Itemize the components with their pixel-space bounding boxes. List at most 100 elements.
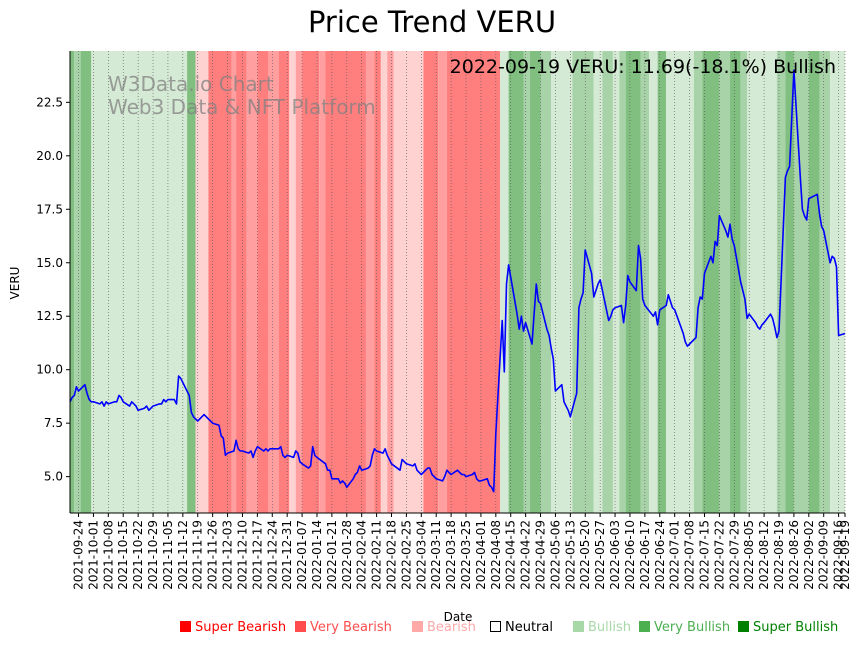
x-tick-label: 2022-07-15 xyxy=(697,520,711,590)
legend-swatch xyxy=(412,621,423,632)
y-tick-label: 12.5 xyxy=(36,309,63,323)
y-tick-label: 20.0 xyxy=(36,149,63,163)
sentiment-band-super-bullish xyxy=(70,51,75,513)
x-tick-label: 2022-06-24 xyxy=(653,520,667,590)
sentiment-band-super-bullish xyxy=(785,51,794,513)
legend-label: Very Bearish xyxy=(310,620,392,635)
x-tick-label: 2022-01-28 xyxy=(340,520,354,590)
sentiment-band-very-bearish xyxy=(438,51,447,513)
x-tick-label: 2022-03-04 xyxy=(414,520,428,590)
x-tick-label: 2021-11-12 xyxy=(176,520,190,590)
sentiment-band-super-bearish xyxy=(236,51,247,513)
x-tick-label: 2022-05-13 xyxy=(563,520,577,590)
x-tick-label: 2022-01-21 xyxy=(325,520,339,590)
sentiment-band-bearish xyxy=(393,51,424,513)
x-tick-label: 2022-07-08 xyxy=(683,520,697,590)
sentiment-band-super-bearish xyxy=(257,51,269,513)
sentiment-band-bearish xyxy=(380,51,388,513)
price-line xyxy=(69,69,846,493)
legend-item-very-bullish: Very Bullish xyxy=(639,620,730,635)
legend-item-bearish: Bearish xyxy=(412,620,476,635)
sentiment-band-very-bullish xyxy=(740,51,748,513)
legend-swatch xyxy=(573,621,584,632)
legend-item-very-bearish: Very Bearish xyxy=(295,620,392,635)
x-tick-label: 2021-12-03 xyxy=(221,520,235,590)
legend-item-bullish: Bullish xyxy=(573,620,631,635)
chart-title: Price Trend VERU xyxy=(307,5,557,39)
x-tick-label: 2022-08-05 xyxy=(742,520,756,590)
x-tick-label: 2022-08-26 xyxy=(787,520,801,590)
legend-item-neutral: Neutral xyxy=(490,620,553,635)
legend-item-super-bullish: Super Bullish xyxy=(738,620,838,635)
x-tick-label: 2022-06-03 xyxy=(608,520,622,590)
legend-label: Super Bearish xyxy=(195,620,287,635)
x-tick-label: 2021-11-19 xyxy=(191,520,205,590)
x-tick-label: 2021-11-26 xyxy=(206,520,220,590)
x-tick-label: 2021-10-08 xyxy=(101,520,115,590)
x-tick-label: 2021-12-17 xyxy=(250,520,264,590)
sentiment-band-bearish xyxy=(289,51,296,513)
sentiment-band-very-bearish xyxy=(268,51,279,513)
legend-swatch xyxy=(295,621,306,632)
sentiment-band-bullish xyxy=(666,51,694,513)
legend-label: Bearish xyxy=(427,620,476,635)
x-tick-label: 2021-12-24 xyxy=(265,520,279,590)
x-tick-label: 2021-10-29 xyxy=(146,520,160,590)
x-tick-label: 2022-09-02 xyxy=(802,520,816,590)
x-tick-label: 2021-10-15 xyxy=(116,520,130,590)
sentiment-band-very-bullish xyxy=(819,51,831,513)
sentiment-band-bullish xyxy=(91,51,188,513)
legend-label: Super Bullish xyxy=(753,620,839,635)
x-tick-label: 2021-12-10 xyxy=(235,520,249,590)
x-tick-label: 2021-10-22 xyxy=(131,520,145,590)
sentiment-band-super-bullish xyxy=(187,51,196,513)
sentiment-band-very-bearish xyxy=(319,51,326,513)
sentiment-band-super-bearish xyxy=(325,51,366,513)
sentiment-band-bullish xyxy=(747,51,777,513)
sentiment-band-super-bullish xyxy=(702,51,720,513)
y-tick-label: 7.5 xyxy=(44,416,63,430)
legend-label: Bullish xyxy=(588,620,632,635)
x-tick-label: 2022-04-08 xyxy=(489,520,503,590)
sentiment-band-bullish xyxy=(593,51,603,513)
legend-swatch xyxy=(490,621,501,632)
watermark-line-2: Web3 Data & NFT Platform xyxy=(108,95,376,119)
sentiment-band-super-bearish xyxy=(208,51,232,513)
sentiment-band-very-bullish xyxy=(540,51,552,513)
x-tick-label: 2022-09-19 xyxy=(838,520,852,590)
sentiment-band-very-bullish xyxy=(619,51,626,513)
y-ticks: 5.0 7.5 10.0 12.5 15.0 17.5 20.0 22.5 xyxy=(36,95,70,484)
sentiment-band-very-bullish xyxy=(693,51,703,513)
sentiment-band-bullish xyxy=(551,51,573,513)
sentiment-band-super-bullish xyxy=(808,51,820,513)
y-axis-label: VERU xyxy=(8,267,22,300)
sentiment-band-very-bullish xyxy=(602,51,613,513)
sentiment-band-super-bullish xyxy=(625,51,641,513)
price-line-group xyxy=(69,69,846,493)
axes xyxy=(69,51,845,514)
legend-swatch xyxy=(180,621,191,632)
x-tick-label: 2022-02-25 xyxy=(399,520,413,590)
y-tick-label: 15.0 xyxy=(36,256,63,270)
sentiment-band-very-bullish xyxy=(523,51,530,513)
x-tick-label: 2021-12-31 xyxy=(280,520,294,590)
x-tick-label: 2022-04-22 xyxy=(519,520,533,590)
x-tick-label: 2022-06-10 xyxy=(623,520,637,590)
x-tick-label: 2022-04-15 xyxy=(504,520,518,590)
sentiment-band-bullish xyxy=(612,51,620,513)
x-tick-label: 2022-04-01 xyxy=(474,520,488,590)
sentiment-band-very-bullish xyxy=(719,51,731,513)
sentiment-band-very-bearish xyxy=(387,51,394,513)
x-tick-label: 2022-02-18 xyxy=(384,520,398,590)
sentiment-band-super-bullish xyxy=(657,51,667,513)
chart-annotation: 2022-09-19 VERU: 11.69(-18.1%) Bullish xyxy=(450,56,836,78)
x-ticks: 2021-09-24 2021-10-01 2021-10-08 2021-10-15… xyxy=(72,513,852,590)
sentiment-bands xyxy=(70,51,845,513)
sentiment-band-super-bearish xyxy=(302,51,320,513)
x-tick-label: 2022-06-17 xyxy=(638,520,652,590)
x-tick-label: 2022-08-19 xyxy=(772,520,786,590)
x-tick-label: 2022-05-27 xyxy=(593,520,607,590)
sentiment-band-super-bullish xyxy=(80,51,92,513)
x-tick-label: 2021-11-05 xyxy=(161,520,175,590)
